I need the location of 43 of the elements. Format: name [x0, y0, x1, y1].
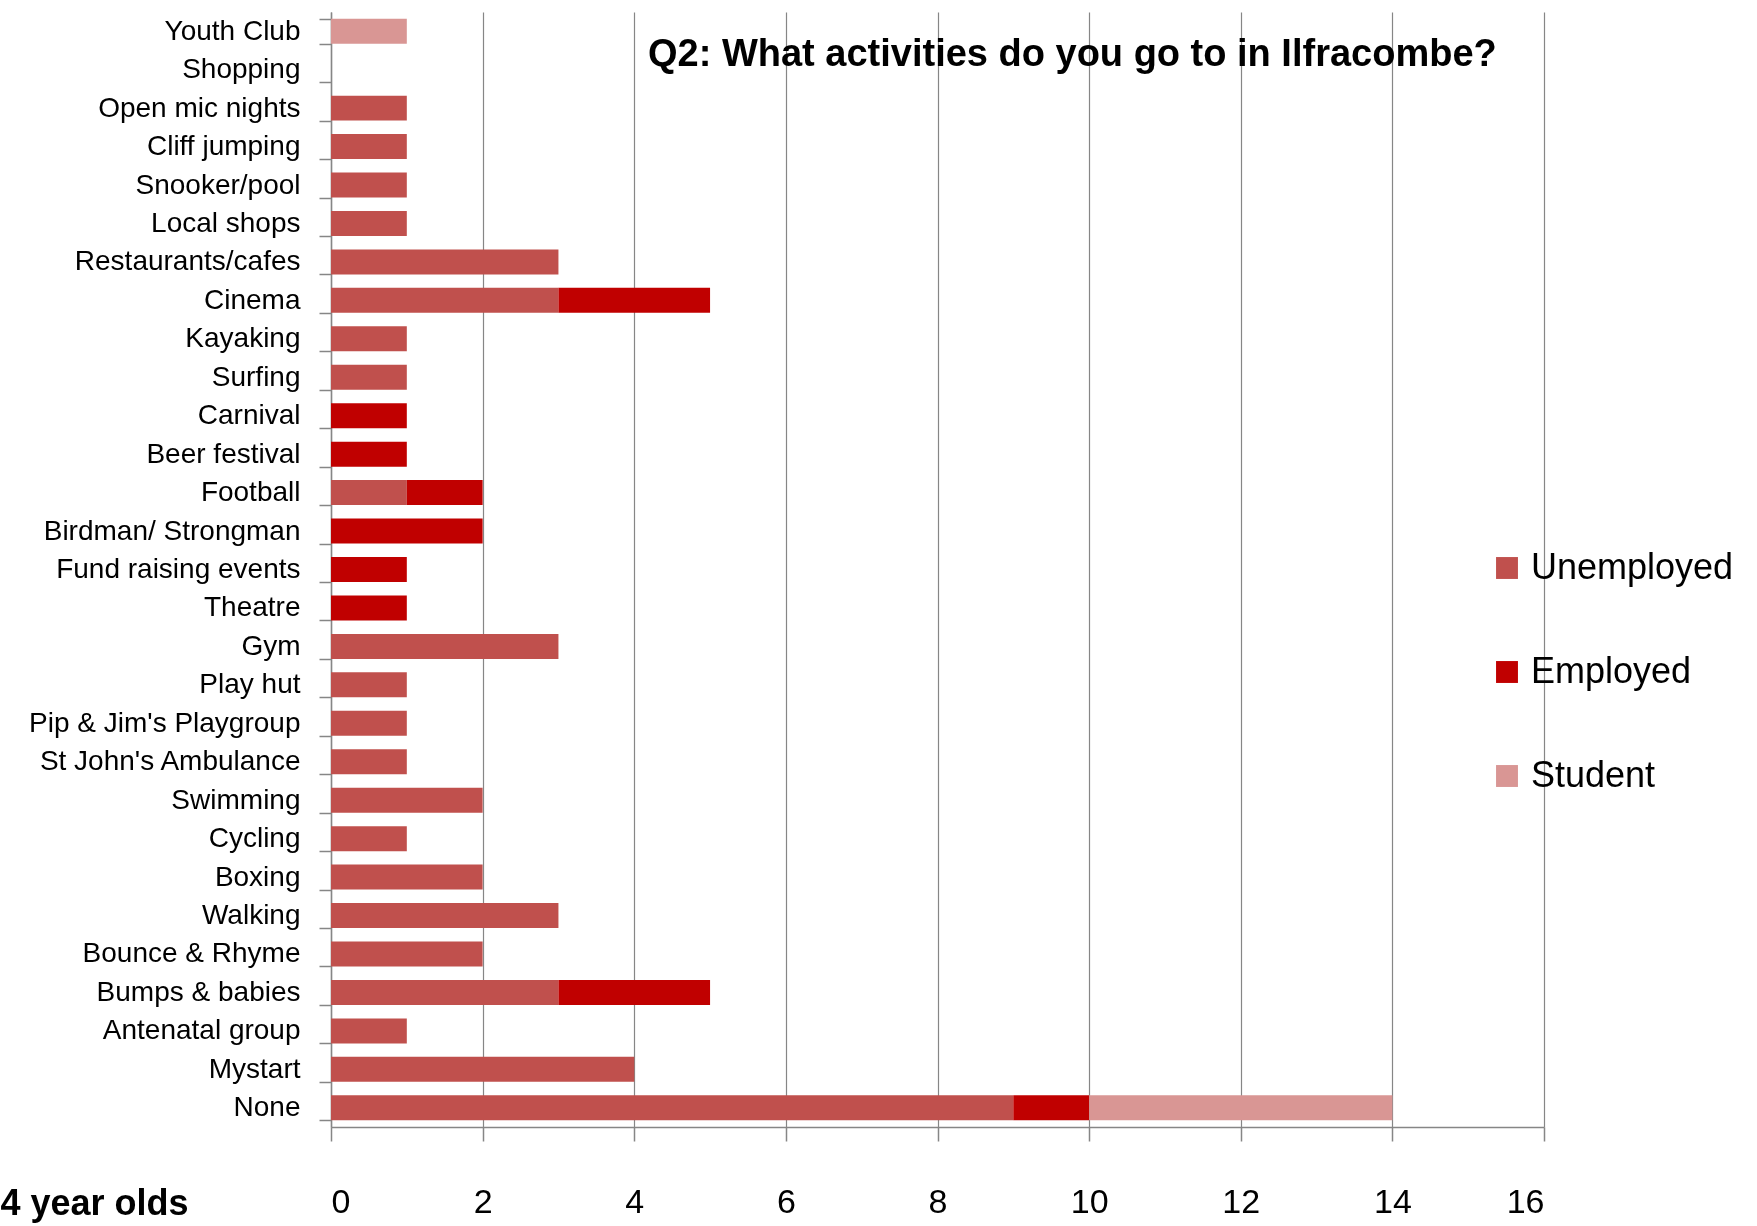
y-tick-label: Walking [201, 899, 301, 931]
y-tick-label: Fund raising events [56, 553, 301, 584]
y-tick-label: Boxing [214, 860, 301, 892]
y-tick-label: Gym [241, 629, 301, 661]
y-tick-label: Bounce & Rhyme [82, 937, 301, 969]
x-tick-label: 14 [1373, 1181, 1412, 1220]
y-tick-label: Birdman/ Strongman [43, 514, 301, 546]
legend-label: Employed [1531, 650, 1692, 691]
y-tick-label: Football [200, 476, 301, 508]
y-tick-label: Theatre [204, 591, 301, 623]
y-tick-label: Local shops [151, 206, 301, 238]
y-tick-label: Surfing [211, 360, 301, 392]
y-tick-label: Snooker/pool [135, 168, 301, 200]
y-tick-label: Cliff jumping [146, 130, 301, 162]
x-tick-label: 2 [473, 1181, 493, 1220]
y-tick-label: Mystart [208, 1052, 301, 1084]
x-tick-label: 8 [928, 1181, 948, 1220]
y-tick-label: None [233, 1091, 301, 1123]
text: Q2: What activities do you go to in Ilfracombe? [648, 32, 1497, 74]
y-tick-label: Antenatal group [102, 1014, 301, 1046]
x-tick-label: 6 [776, 1181, 796, 1220]
legend-label: Student [1531, 754, 1656, 795]
y-tick-label: Cycling [208, 822, 301, 854]
y-tick-label: Shopping [182, 53, 301, 85]
y-tick-label: Swimming [171, 783, 301, 815]
x-tick-label: 12 [1222, 1181, 1261, 1220]
y-tick-label: Pip & Jim's Playgroup [29, 706, 301, 738]
legend-label: Unemployed [1531, 546, 1734, 587]
y-tick-label: Carnival [197, 399, 301, 431]
y-tick-label: Play hut [199, 668, 301, 700]
x-tick-label: 10 [1070, 1181, 1109, 1220]
y-tick-label: St John's Ambulance [39, 745, 301, 777]
y-tick-label: Open mic nights [98, 91, 301, 123]
y-tick-label: Kayaking [185, 322, 301, 354]
x-axis-title: 4 year olds [0, 1181, 189, 1223]
x-tick-label: 16 [1506, 1181, 1545, 1220]
y-tick-label: Restaurants/cafes [74, 245, 301, 277]
x-tick-label: 4 [625, 1181, 645, 1220]
y-tick-label: Bumps & babies [96, 975, 301, 1007]
y-tick-label: Youth Club [164, 14, 301, 46]
y-tick-label: Beer festival [146, 437, 301, 469]
y-tick-label: Cinema [204, 283, 301, 315]
x-tick-label: 0 [331, 1181, 351, 1220]
